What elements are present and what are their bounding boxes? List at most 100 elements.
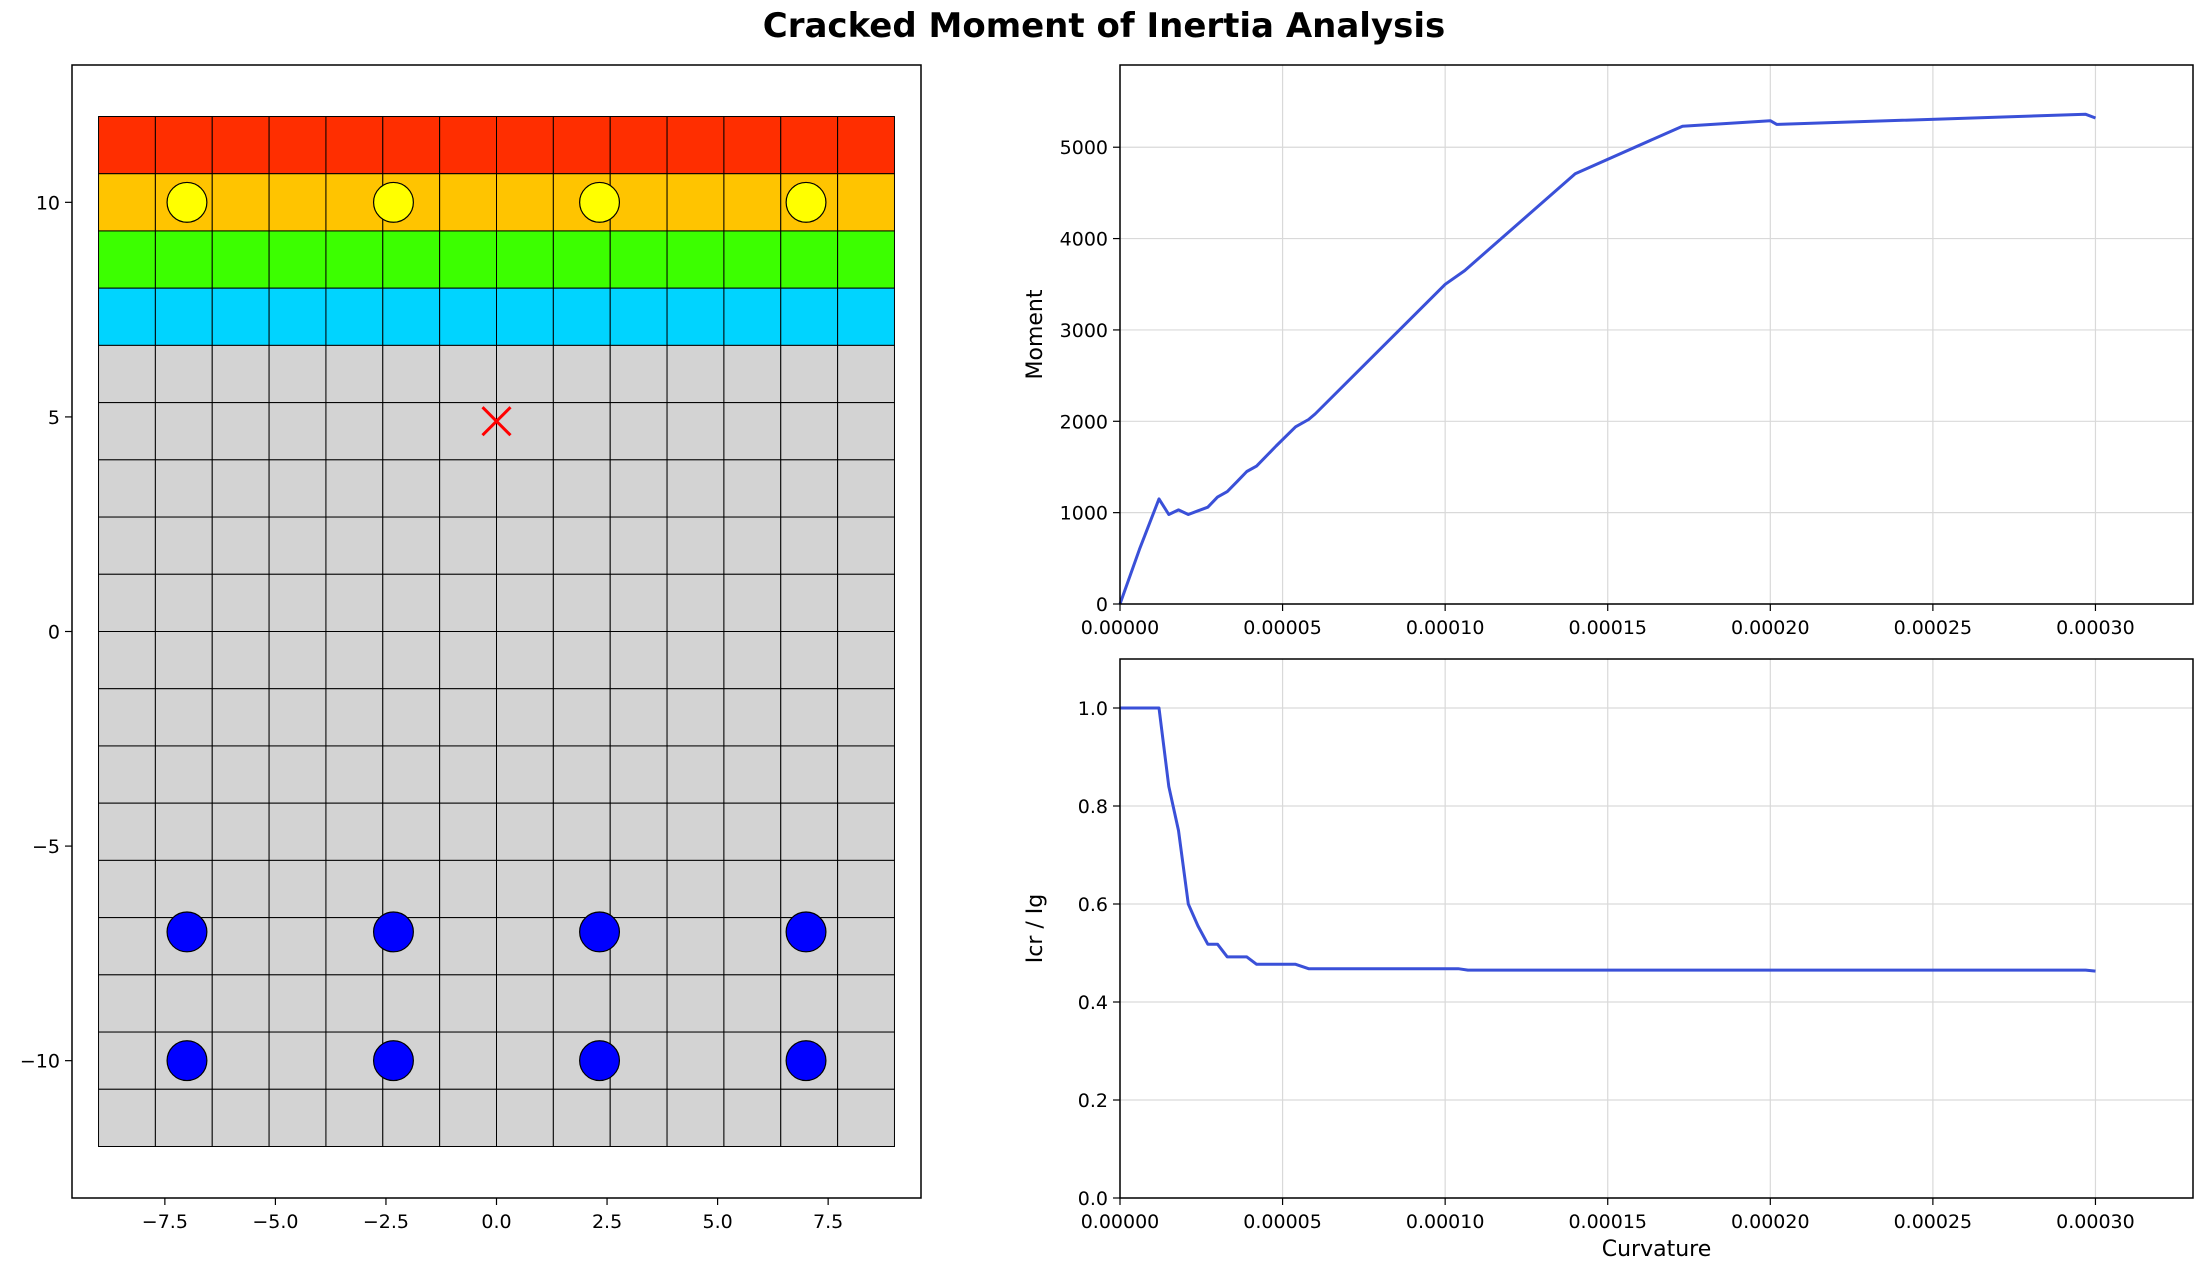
rebar-top <box>785 181 827 223</box>
mesh-cell <box>666 1031 725 1090</box>
mesh-cell <box>268 917 327 976</box>
mesh-cell <box>666 974 725 1033</box>
series-line-0 <box>1120 706 2096 973</box>
mesh-cell <box>837 802 895 861</box>
mesh-cell <box>439 1031 497 1090</box>
mesh-cell <box>98 116 156 175</box>
mesh-cell <box>439 116 497 175</box>
x-tick-label: 0.00005 <box>1243 617 1322 639</box>
mesh-cell <box>325 402 384 461</box>
mesh-cell <box>780 631 839 690</box>
mesh-cell <box>382 631 441 690</box>
y-tick-label: 1.0 <box>1078 698 1108 720</box>
mesh-cell <box>382 1088 441 1148</box>
y-tick-label: 0 <box>48 622 60 644</box>
mesh-cell <box>666 917 725 976</box>
rebar-bottom <box>166 911 208 953</box>
y-tick-label: 0.0 <box>1078 1188 1108 1210</box>
y-tick-label: 0.8 <box>1078 796 1108 818</box>
mesh-cell <box>211 402 270 461</box>
rebar-bottom <box>372 911 414 953</box>
mesh-cell <box>837 1088 895 1148</box>
mesh-cell <box>154 573 213 632</box>
rebar-bottom <box>785 1040 827 1082</box>
mesh-cell <box>211 344 270 404</box>
mesh-cell <box>552 802 611 861</box>
mesh-cell <box>837 917 895 976</box>
mesh-cell <box>154 116 213 175</box>
mesh-cell <box>211 116 270 175</box>
y-tick-label: 0.4 <box>1078 992 1108 1014</box>
x-tick-label: 0.00015 <box>1568 1211 1647 1233</box>
mesh-cell <box>552 116 611 175</box>
mesh-cell <box>439 573 497 632</box>
y-tick-label: 2000 <box>1060 411 1108 433</box>
mesh-cell <box>837 745 895 804</box>
mesh-cell <box>325 573 384 632</box>
mesh-cell <box>666 802 725 861</box>
mesh-cell <box>325 230 384 289</box>
mesh-cell <box>723 230 782 289</box>
mesh-cell <box>325 745 384 804</box>
mesh-cell <box>837 974 895 1033</box>
mesh-cell <box>552 230 611 289</box>
mesh-cell <box>439 459 497 518</box>
mesh-cell <box>98 402 156 461</box>
mesh-cell <box>325 287 384 346</box>
y-axis-label: Icr / Ig <box>1023 894 1048 963</box>
mesh-cell <box>98 1031 156 1090</box>
mesh-cell <box>666 287 725 346</box>
mesh-cell <box>439 173 497 232</box>
mesh-cell <box>98 344 156 404</box>
mesh-cell <box>552 402 611 461</box>
series-line-0 <box>1118 112 2097 605</box>
mesh-cell <box>723 1031 782 1090</box>
mesh-cell <box>552 287 611 346</box>
mesh-cell <box>98 631 156 690</box>
mesh-cell <box>382 516 441 575</box>
mesh-cell <box>609 116 668 175</box>
mesh-cell <box>154 402 213 461</box>
mesh-cell <box>837 287 895 346</box>
mesh-cell <box>268 344 327 404</box>
mesh-cell <box>609 573 668 632</box>
x-tick-label: 0.00010 <box>1406 1211 1485 1233</box>
x-tick-label: 0.00000 <box>1081 1211 1160 1233</box>
rebar-bottom <box>579 1040 621 1082</box>
y-tick-label: 0.2 <box>1078 1090 1108 1112</box>
mesh-cell <box>496 745 554 804</box>
mesh-cell <box>780 116 839 175</box>
mesh-cell <box>382 344 441 404</box>
mesh-cell <box>325 516 384 575</box>
mesh-cell <box>723 116 782 175</box>
mesh-cell <box>439 631 497 690</box>
mesh-cell <box>382 230 441 289</box>
mesh-cell <box>552 688 611 747</box>
mesh-cell <box>723 173 782 232</box>
mesh-cell <box>837 516 895 575</box>
mesh-cell <box>496 116 554 175</box>
mesh-cell <box>496 917 554 976</box>
mesh-cell <box>552 745 611 804</box>
mesh-cell <box>837 859 895 919</box>
y-axis-label: Moment <box>1023 289 1048 379</box>
mesh-cell <box>609 859 668 919</box>
y-tick-label: 5000 <box>1060 137 1108 159</box>
mesh-cell <box>609 459 668 518</box>
mesh-cell <box>837 688 895 747</box>
mesh-cell <box>154 1088 213 1148</box>
rebar-top <box>579 181 621 223</box>
mesh-cell <box>609 230 668 289</box>
mesh-cell <box>211 516 270 575</box>
mesh-cell <box>666 688 725 747</box>
x-tick-label: −7.5 <box>142 1211 188 1233</box>
y-tick-label: 1000 <box>1060 503 1108 525</box>
mesh-cell <box>780 287 839 346</box>
mesh-cell <box>154 688 213 747</box>
mesh-cell <box>154 344 213 404</box>
mesh-cell <box>439 859 497 919</box>
mesh-cell <box>496 974 554 1033</box>
figure-title: Cracked Moment of Inertia Analysis <box>762 6 1446 46</box>
mesh-cell <box>496 344 554 404</box>
mesh-cell <box>439 688 497 747</box>
